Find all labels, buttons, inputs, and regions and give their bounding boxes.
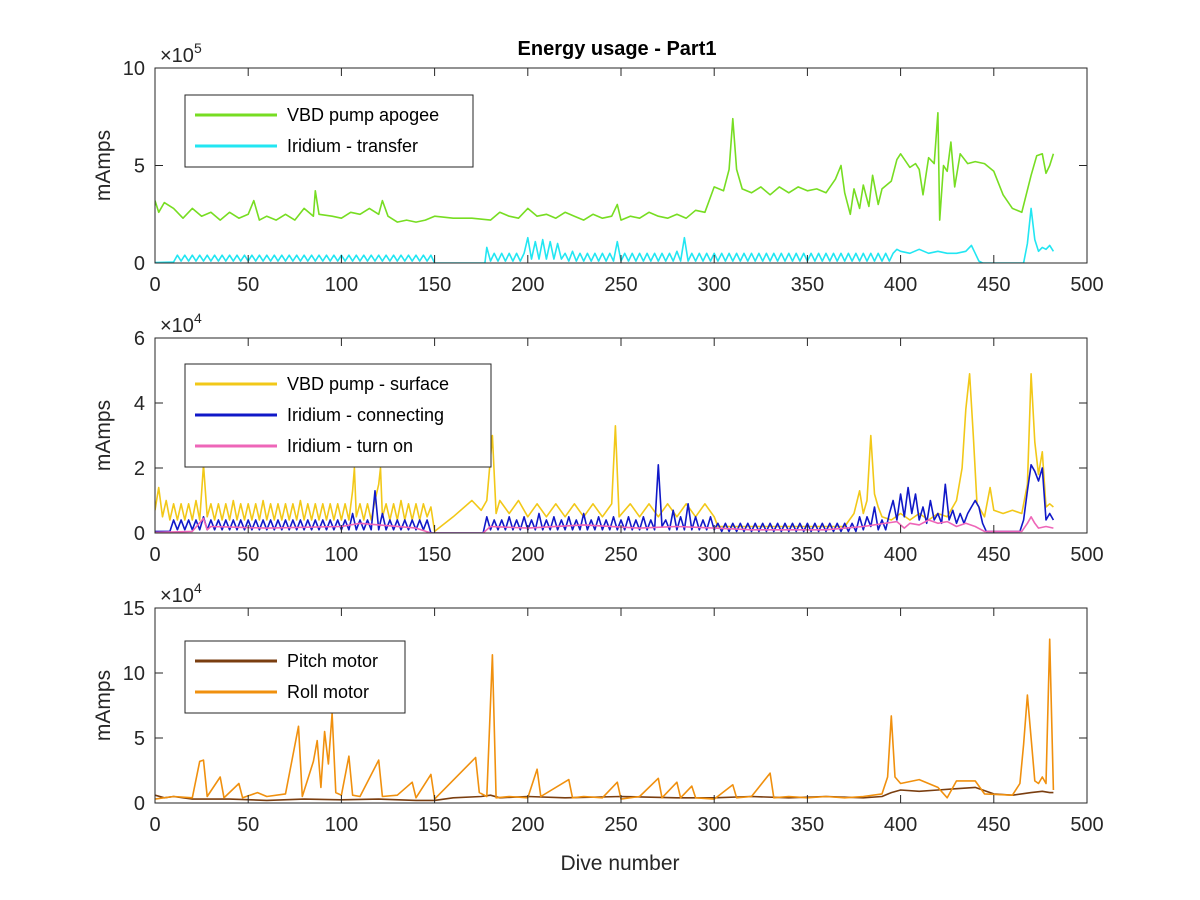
y-exponent-power: 5: [194, 40, 202, 56]
x-tick-label: 0: [149, 274, 160, 296]
x-tick-label: 300: [698, 814, 731, 836]
legend-entry-label: VBD pump - surface: [287, 374, 449, 394]
x-tick-label: 450: [977, 544, 1010, 566]
y-axis-label: mAmps: [92, 670, 115, 741]
x-tick-label: 200: [511, 814, 544, 836]
legend-entry-label: Roll motor: [287, 682, 369, 702]
x-tick-label: 50: [237, 544, 259, 566]
y-tick-label: 2: [134, 458, 145, 480]
x-tick-label: 250: [604, 544, 637, 566]
y-tick-label: 10: [123, 58, 145, 80]
x-axis-label: Dive number: [560, 852, 679, 875]
x-tick-label: 100: [325, 274, 358, 296]
legend-box: [184, 640, 406, 714]
series-line-iridium-connecting: [155, 464, 1055, 533]
x-tick-label: 450: [977, 814, 1010, 836]
y-tick-label: 6: [134, 328, 145, 350]
x-tick-label: 400: [884, 274, 917, 296]
x-tick-label: 450: [977, 274, 1010, 296]
x-tick-label: 200: [511, 544, 544, 566]
x-tick-label: 100: [325, 544, 358, 566]
y-axis-label: mAmps: [92, 130, 115, 201]
x-tick-label: 300: [698, 274, 731, 296]
x-tick-label: 50: [237, 814, 259, 836]
x-tick-label: 0: [149, 544, 160, 566]
x-tick-label: 250: [604, 814, 637, 836]
legend-entry-label: Iridium - connecting: [287, 405, 444, 425]
x-tick-label: 150: [418, 544, 451, 566]
x-tick-label: 350: [791, 814, 824, 836]
x-tick-label: 150: [418, 274, 451, 296]
x-tick-label: 500: [1070, 814, 1103, 836]
subplot-2: 0 50 100 150 200 250 300 350 400 450 5000246×104mA…: [92, 310, 1104, 566]
x-tick-label: 350: [791, 544, 824, 566]
x-tick-label: 400: [884, 814, 917, 836]
y-tick-label: 0: [134, 523, 145, 545]
x-tick-label: 200: [511, 274, 544, 296]
x-tick-label: 350: [791, 274, 824, 296]
y-tick-label: 10: [123, 663, 145, 685]
y-tick-label: 5: [134, 728, 145, 750]
legend: VBD pump apogee Iridium - transfer: [184, 94, 474, 168]
legend-box: [184, 94, 474, 168]
y-exponent-power: 4: [194, 580, 202, 596]
series-line-vbd-pump-apogee: [155, 112, 1055, 223]
y-tick-label: 15: [123, 598, 145, 620]
series-line-pitch-motor: [155, 786, 1054, 802]
legend-entry-label: VBD pump apogee: [287, 105, 439, 125]
series-line-roll-motor: [155, 638, 1055, 800]
series-line-iridium-transfer: [155, 207, 1055, 263]
x-tick-label: 400: [884, 544, 917, 566]
series-line-vbd-pump-surface: [155, 373, 1054, 533]
series-line-iridium-turn-on: [155, 516, 1054, 533]
legend: Pitch motor Roll motor: [184, 640, 406, 714]
subplots: 0 50 100 150 200 250 300 350 400 450 5000510×105mA…: [92, 40, 1104, 836]
x-tick-label: 300: [698, 544, 731, 566]
x-tick-label: 500: [1070, 544, 1103, 566]
legend-entry-label: Iridium - turn on: [287, 436, 413, 456]
x-tick-label: 250: [604, 274, 637, 296]
x-tick-label: 50: [237, 274, 259, 296]
figure-title: Energy usage - Part1: [518, 38, 717, 60]
y-tick-label: 5: [134, 156, 145, 178]
x-tick-label: 0: [149, 814, 160, 836]
y-exponent-power: 4: [194, 310, 202, 326]
x-tick-label: 150: [418, 814, 451, 836]
subplot-3: 0 50 100 150 200 250 300 350 400 450 500051015×104…: [92, 580, 1104, 836]
x-tick-label: 100: [325, 814, 358, 836]
y-axis-label: mAmps: [92, 400, 115, 471]
legend-entry-label: Iridium - transfer: [287, 136, 418, 156]
subplot-1: 0 50 100 150 200 250 300 350 400 450 5000510×105mA…: [92, 40, 1104, 296]
y-tick-label: 0: [134, 253, 145, 275]
legend-entry-label: Pitch motor: [287, 651, 378, 671]
y-tick-label: 0: [134, 793, 145, 815]
x-tick-label: 500: [1070, 274, 1103, 296]
legend: VBD pump - surface Iridium - connecting Ir…: [184, 363, 492, 468]
y-tick-label: 4: [134, 393, 145, 415]
